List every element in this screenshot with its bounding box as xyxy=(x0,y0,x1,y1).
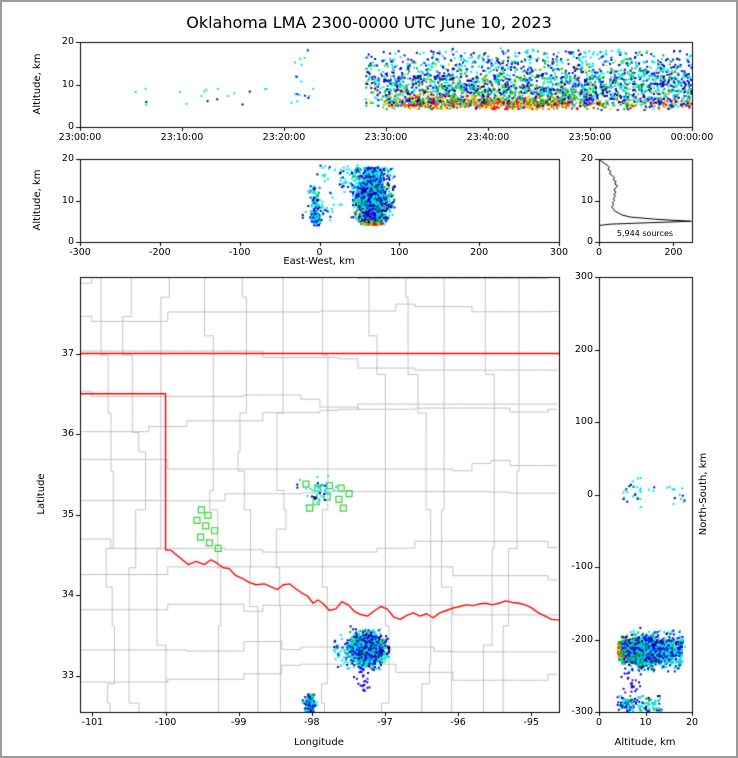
tick-label: 34 xyxy=(61,589,74,601)
axis-label-east-west: East-West, km xyxy=(283,256,355,267)
tick-label: 23:50:00 xyxy=(568,132,612,143)
tick-label: -95 xyxy=(523,717,539,728)
tick-label: -200 xyxy=(149,247,171,258)
tick-label: 0 xyxy=(67,121,74,132)
tick-label: 35 xyxy=(61,508,74,520)
chart-title: Oklahoma LMA 2300-0000 UTC June 10, 2023 xyxy=(186,13,552,32)
tick-label: 10 xyxy=(61,194,74,206)
tick-label: 200 xyxy=(664,247,683,258)
tick-label: 23:30:00 xyxy=(364,132,408,143)
tick-label: -100 xyxy=(154,717,177,728)
tick-label: -300 xyxy=(69,247,91,258)
tick-label: -97 xyxy=(377,717,393,728)
tick-label: 33 xyxy=(61,669,74,681)
tick-label: -101 xyxy=(81,717,104,728)
tick-label: 23:20:00 xyxy=(262,132,306,143)
tick-label: 00:00:00 xyxy=(670,132,714,143)
tick-label: 20 xyxy=(685,717,699,728)
tick-label: 23:40:00 xyxy=(466,132,510,143)
tick-label: 20 xyxy=(61,36,74,47)
tick-label: -99 xyxy=(230,717,247,728)
tick-label: 0 xyxy=(316,247,323,258)
tick-label: 100 xyxy=(390,247,409,258)
axis-label-latitude: Latitude xyxy=(36,473,47,515)
tick-label: 23:10:00 xyxy=(160,132,204,143)
tick-label: -96 xyxy=(450,717,466,728)
tick-label: -200 xyxy=(571,633,593,645)
tick-label: -98 xyxy=(304,717,320,728)
tick-label: 300 xyxy=(574,271,593,282)
axis-label-altitude-ns-panel: Altitude, km xyxy=(614,737,676,748)
tick-label: 0 xyxy=(595,247,603,258)
axis-label-north-south: North-South, km xyxy=(698,452,709,536)
tick-label: -300 xyxy=(571,706,593,717)
tick-label: 0 xyxy=(586,236,593,247)
tick-label: 0 xyxy=(595,717,603,728)
tick-label: 100 xyxy=(574,416,593,427)
tick-label: 300 xyxy=(549,247,569,258)
tick-label: 20 xyxy=(61,153,74,164)
axis-label-longitude: Longitude xyxy=(294,737,344,748)
tick-label: 200 xyxy=(470,247,489,258)
tick-label: 0 xyxy=(67,236,74,247)
tick-label: -100 xyxy=(571,561,593,572)
tick-label: 36 xyxy=(61,428,74,440)
tick-label: 10 xyxy=(580,194,593,206)
tick-label: 37 xyxy=(61,347,74,359)
tick-label: 20 xyxy=(580,153,593,164)
tick-label: 10 xyxy=(61,78,74,90)
tick-label: -100 xyxy=(228,247,251,258)
tick-label: 200 xyxy=(574,343,593,355)
tick-label: 10 xyxy=(639,717,652,728)
source-count-annotation: 5,944 sources xyxy=(616,229,674,238)
tick-label: 0 xyxy=(586,488,593,500)
tick-label: 23:00:00 xyxy=(58,132,102,143)
